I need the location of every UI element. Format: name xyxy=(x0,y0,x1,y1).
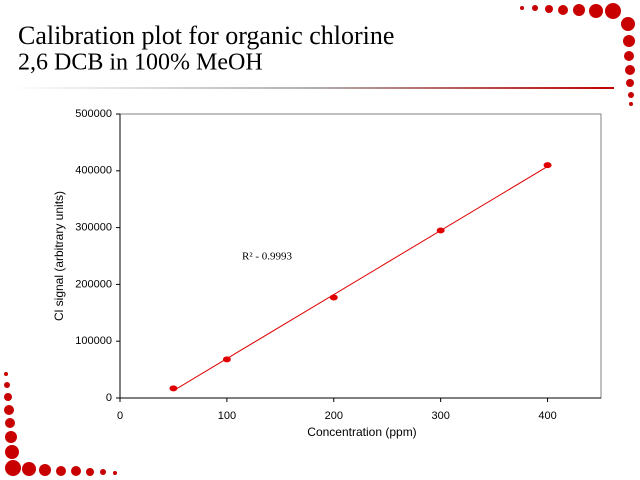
data-point xyxy=(169,385,178,392)
title-rule xyxy=(10,87,614,89)
y-tick-label: 0 xyxy=(106,392,112,404)
y-tick-label: 200000 xyxy=(75,278,112,290)
data-point xyxy=(329,294,338,301)
title: Calibration plot for organic chlorine xyxy=(18,21,394,50)
x-axis-label: Concentration (ppm) xyxy=(307,425,416,439)
x-tick-label: 100 xyxy=(218,410,236,422)
y-tick-label: 100000 xyxy=(75,335,112,347)
plot-area xyxy=(119,113,602,399)
y-tick-label: 400000 xyxy=(75,165,112,177)
x-tick-label: 400 xyxy=(538,410,556,422)
subtitle: 2,6 DCB in 100% MeOH xyxy=(18,50,263,76)
x-tick-label: 200 xyxy=(325,410,343,422)
data-point xyxy=(436,227,445,234)
x-tick-label: 0 xyxy=(117,410,123,422)
y-tick-label: 300000 xyxy=(75,222,112,234)
data-point xyxy=(543,162,552,169)
y-tick-label: 500000 xyxy=(75,108,112,120)
decoration xyxy=(4,3,635,476)
y-axis-label: Cl signal (arbitrary units) xyxy=(52,191,66,321)
data-point xyxy=(222,356,231,363)
annotation: R² - 0.9993 xyxy=(242,251,293,263)
trendline xyxy=(173,166,548,392)
x-tick-label: 300 xyxy=(431,410,449,422)
